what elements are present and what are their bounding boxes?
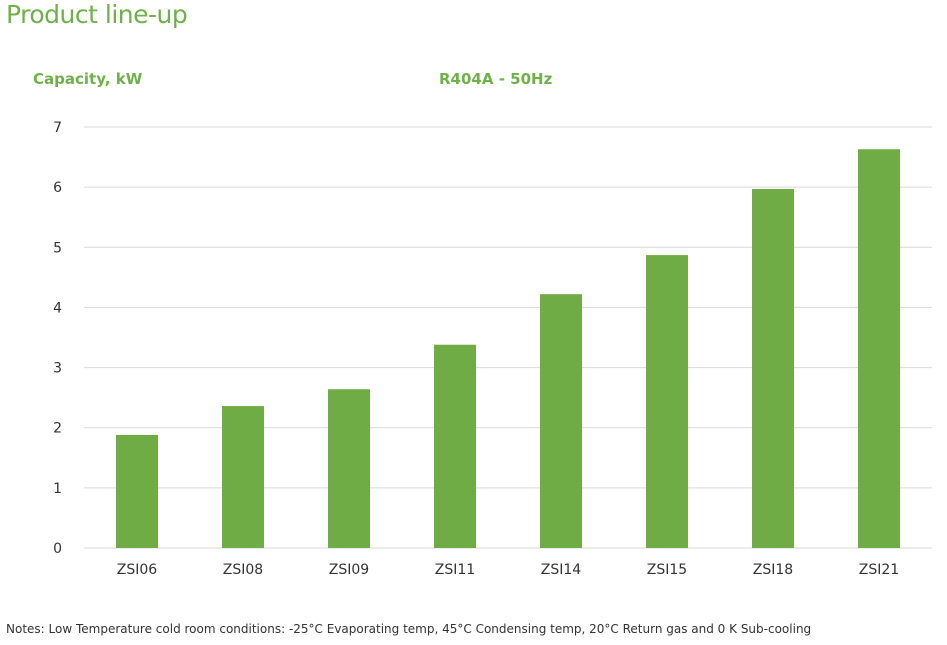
y-tick-label: 4 [53, 300, 62, 316]
y-axis-label: Capacity, kW [33, 70, 143, 88]
y-tick-labels: 0 1 2 3 4 5 6 7 [53, 120, 62, 557]
x-tick-label: ZSI21 [859, 562, 899, 578]
x-tick-label: ZSI08 [223, 562, 263, 578]
y-tick-label: 7 [53, 120, 62, 136]
page-title: Product line-up [6, 0, 188, 29]
bars [116, 149, 900, 548]
x-tick-label: ZSI18 [753, 562, 793, 578]
x-tick-label: ZSI14 [541, 562, 582, 578]
x-tick-label: ZSI09 [329, 562, 369, 578]
y-tick-label: 1 [53, 481, 62, 497]
bar-zsi09 [328, 389, 370, 548]
x-tick-label: ZSI15 [647, 562, 687, 578]
y-tick-label: 2 [53, 421, 62, 437]
y-tick-label: 3 [53, 361, 62, 377]
x-tick-labels: ZSI06 ZSI08 ZSI09 ZSI11 ZSI14 ZSI15 ZSI18 ZSI21 [117, 562, 899, 578]
bar-zsi18 [752, 188, 794, 548]
y-tick-label: 0 [53, 541, 62, 557]
bar-zsi06 [116, 434, 158, 548]
bar-zsi21 [858, 149, 900, 548]
x-tick-label: ZSI11 [435, 562, 475, 578]
bar-zsi14 [540, 294, 582, 548]
y-tick-label: 5 [53, 240, 62, 256]
x-tick-label: ZSI06 [117, 562, 158, 578]
bar-zsi08 [222, 406, 264, 548]
grid-lines [84, 126, 932, 549]
bar-zsi15 [646, 255, 688, 548]
y-tick-label: 6 [53, 180, 62, 196]
bar-zsi11 [434, 344, 476, 548]
chart-title: R404A - 50Hz [439, 70, 553, 88]
notes-text: Notes: Low Temperature cold room conditi… [6, 622, 812, 636]
